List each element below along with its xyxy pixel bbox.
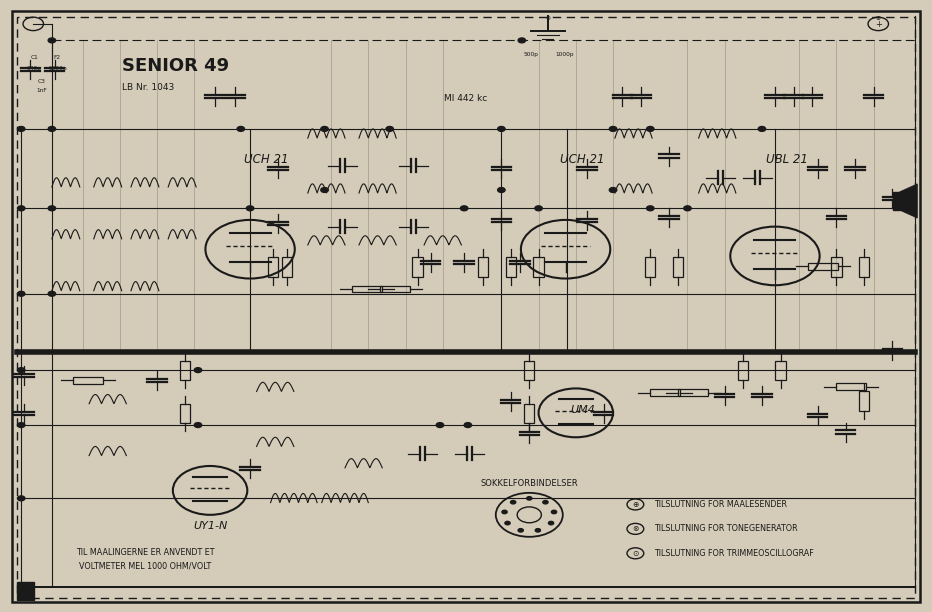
Text: SOKKELFORBINDELSER: SOKKELFORBINDELSER: [481, 479, 578, 488]
Text: UCH 21: UCH 21: [243, 152, 288, 165]
Text: 940p: 940p: [27, 65, 42, 71]
Circle shape: [759, 127, 766, 132]
Text: C1: C1: [31, 54, 38, 60]
Text: ⊗: ⊗: [632, 524, 638, 534]
Text: 500p: 500p: [524, 51, 539, 57]
Circle shape: [48, 291, 56, 296]
Bar: [180, 404, 190, 424]
Text: LB Nr. 1043: LB Nr. 1043: [122, 83, 174, 92]
Bar: [775, 361, 786, 381]
Bar: [524, 361, 534, 381]
Text: UCH 21: UCH 21: [560, 152, 605, 165]
Bar: [352, 286, 382, 293]
Circle shape: [18, 496, 25, 501]
Text: C3: C3: [37, 79, 46, 84]
Circle shape: [535, 206, 542, 211]
Bar: [859, 257, 870, 277]
Circle shape: [18, 206, 25, 211]
Polygon shape: [899, 184, 917, 218]
Circle shape: [48, 38, 56, 43]
Circle shape: [647, 206, 654, 211]
Bar: [268, 257, 279, 277]
Circle shape: [552, 510, 556, 513]
Text: 5000p: 5000p: [49, 65, 68, 71]
Text: TILSLUTNING FOR TRIMMEOSCILLOGRAF: TILSLUTNING FOR TRIMMEOSCILLOGRAF: [654, 549, 814, 558]
Bar: [477, 257, 487, 277]
Circle shape: [498, 127, 505, 132]
Circle shape: [548, 521, 554, 524]
Circle shape: [194, 368, 201, 373]
Circle shape: [502, 510, 507, 513]
Circle shape: [647, 127, 654, 132]
Circle shape: [48, 127, 56, 132]
Circle shape: [464, 423, 472, 428]
Text: 1nF: 1nF: [36, 88, 47, 93]
Text: ⊕: ⊕: [632, 500, 638, 509]
Circle shape: [610, 187, 617, 192]
Text: MI 442 kc: MI 442 kc: [445, 94, 487, 103]
Circle shape: [684, 206, 692, 211]
Circle shape: [527, 496, 532, 500]
Bar: [533, 257, 543, 277]
Text: VOLTMETER MEL 1000 OHM/VOLT: VOLTMETER MEL 1000 OHM/VOLT: [79, 561, 211, 570]
Circle shape: [194, 423, 201, 428]
Text: 1000p: 1000p: [555, 51, 574, 57]
Bar: [380, 286, 410, 293]
Text: UM4: UM4: [569, 405, 595, 415]
Bar: [645, 257, 655, 277]
Bar: [74, 377, 103, 384]
Circle shape: [518, 38, 526, 43]
Text: TILSLUTNING FOR MAALESENDER: TILSLUTNING FOR MAALESENDER: [654, 500, 787, 509]
Text: SENIOR 49: SENIOR 49: [122, 57, 228, 75]
Text: ⊕: ⊕: [545, 17, 550, 21]
Text: UY1-N: UY1-N: [193, 521, 227, 531]
Circle shape: [535, 529, 541, 532]
Text: ⊙: ⊙: [632, 549, 638, 558]
Circle shape: [610, 127, 617, 132]
Circle shape: [518, 529, 523, 532]
Bar: [505, 257, 515, 277]
Bar: [524, 404, 534, 424]
Circle shape: [511, 501, 515, 504]
Text: TIL MAALINGERNE ER ANVENDT ET: TIL MAALINGERNE ER ANVENDT ET: [75, 548, 214, 556]
Bar: [893, 192, 899, 210]
Bar: [180, 361, 190, 381]
Circle shape: [321, 187, 328, 192]
Bar: [738, 361, 748, 381]
Circle shape: [246, 206, 254, 211]
Bar: [836, 383, 866, 390]
Circle shape: [321, 127, 328, 132]
Text: UBL 21: UBL 21: [766, 152, 808, 165]
Text: F2: F2: [53, 54, 60, 60]
Circle shape: [460, 206, 468, 211]
Text: ⊕: ⊕: [876, 17, 881, 21]
Circle shape: [505, 521, 510, 524]
Circle shape: [18, 368, 25, 373]
Circle shape: [436, 423, 444, 428]
Bar: [831, 257, 842, 277]
Circle shape: [542, 501, 548, 504]
Bar: [651, 389, 680, 396]
Circle shape: [498, 187, 505, 192]
Bar: [282, 257, 293, 277]
Bar: [673, 257, 683, 277]
Circle shape: [48, 206, 56, 211]
Circle shape: [386, 127, 393, 132]
Circle shape: [237, 127, 244, 132]
Bar: [808, 263, 838, 270]
Circle shape: [18, 127, 25, 132]
Bar: [859, 392, 870, 411]
Circle shape: [18, 423, 25, 428]
Bar: [18, 582, 34, 600]
Bar: [678, 389, 708, 396]
Text: +: +: [875, 20, 882, 29]
Text: TILSLUTNING FOR TONEGENERATOR: TILSLUTNING FOR TONEGENERATOR: [654, 524, 798, 534]
Bar: [413, 257, 423, 277]
Circle shape: [18, 291, 25, 296]
